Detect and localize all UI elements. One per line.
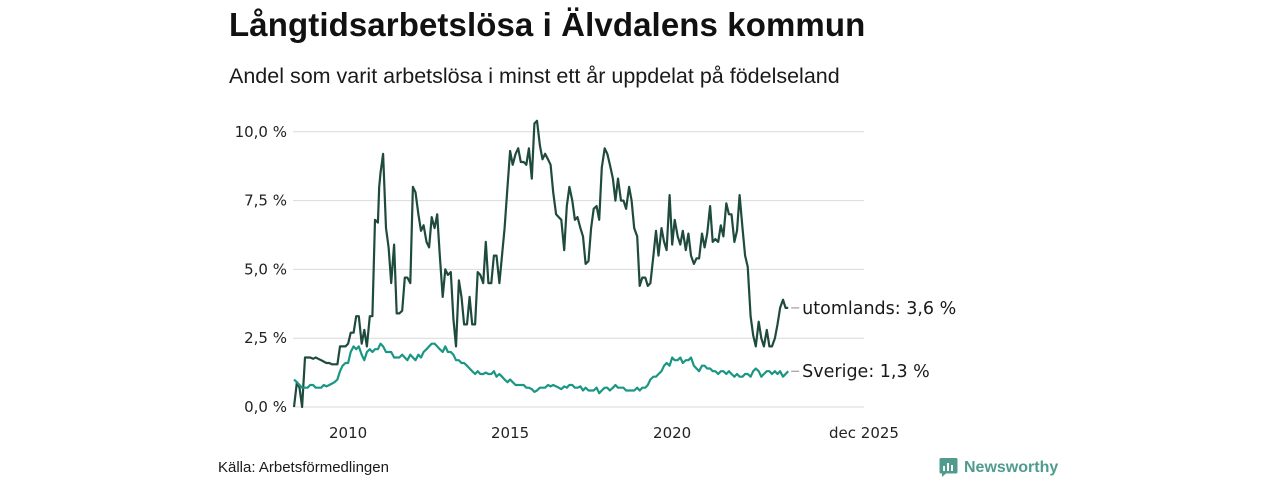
end-label-utomlands: utomlands: 3,6 % <box>802 299 956 319</box>
grid-lines <box>293 131 864 408</box>
series-line-utomlands <box>292 119 789 409</box>
chart-title: Långtidsarbetslösa i Älvdalens kommun <box>229 6 866 43</box>
y-axis-ticks: 0,0 % 2,5 % 5,0 % 7,5 % 10,0 % <box>235 123 287 416</box>
x-tick-label: dec 2025 <box>829 424 899 442</box>
brand-name: Newsworthy <box>964 458 1059 476</box>
chart-subtitle: Andel som varit arbetslösa i minst ett å… <box>229 64 840 88</box>
series-line-sverige <box>293 342 790 395</box>
series-lines <box>292 119 790 409</box>
y-tick-label: 5,0 % <box>244 260 287 278</box>
x-tick-label: 2015 <box>491 424 529 442</box>
y-tick-label: 0,0 % <box>244 398 287 416</box>
y-tick-label: 10,0 % <box>235 123 287 141</box>
y-tick-label: 2,5 % <box>244 329 287 347</box>
x-axis-ticks: 2010 2015 2020 dec 2025 <box>329 424 899 442</box>
x-tick-label: 2010 <box>329 424 367 442</box>
end-label-sverige: Sverige: 1,3 % <box>802 362 930 382</box>
brand-logo[interactable]: Newsworthy <box>939 457 1058 478</box>
end-labels: utomlands: 3,6 % Sverige: 1,3 % <box>791 299 956 382</box>
x-tick-label: 2020 <box>653 424 691 442</box>
source-note: Källa: Arbetsförmedlingen <box>218 459 389 476</box>
y-tick-label: 7,5 % <box>244 192 287 210</box>
newsworthy-icon <box>939 458 958 477</box>
